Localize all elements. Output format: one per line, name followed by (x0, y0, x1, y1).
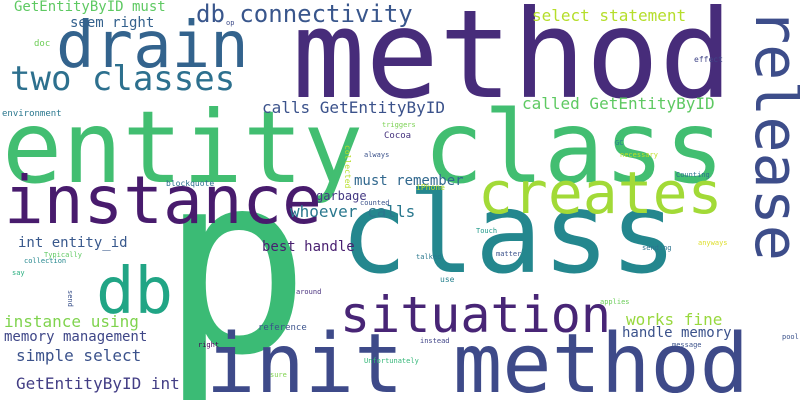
word-seem-right: seem right (70, 15, 155, 31)
word-counted: counted (360, 199, 390, 207)
word-handle-memory: handle memory (622, 325, 732, 341)
word-cocoa: Cocoa (384, 131, 412, 141)
word-whoever-calls: whoever calls (290, 202, 416, 221)
word-sending: sending (642, 244, 672, 252)
word-select-statement: select statement (532, 6, 687, 25)
word-instance-using: instance using (4, 312, 139, 331)
word-calls-getentitybyid: calls GetEntityByID (262, 98, 446, 117)
word-triggers: triggers (382, 121, 416, 129)
word-getentitybyid-must: GetEntityByID must (14, 0, 166, 15)
word-gc: GC (615, 139, 624, 147)
word-matter: matter (496, 250, 522, 258)
word-say: say (12, 269, 25, 277)
word-right: right (198, 341, 220, 349)
word-pool: pool (782, 333, 799, 341)
word-iphone: iPhone (416, 183, 445, 192)
word-simple-select: simple select (16, 346, 142, 365)
word-around: around (296, 288, 322, 296)
word-situation: situation (340, 286, 611, 344)
word-op: op (226, 19, 235, 27)
word-reference: reference (258, 323, 307, 333)
word-two-classes: two classes (10, 59, 236, 99)
word-counting: Counting (676, 171, 710, 179)
word-always: always (364, 151, 390, 159)
word-message: message (672, 341, 702, 349)
word-drain: drain (56, 9, 249, 83)
word-method: method (292, 0, 733, 126)
word-db: db (96, 255, 174, 329)
word-entity-class: entity class (2, 89, 725, 206)
word-getentitybyid-int: GetEntityByID int (16, 374, 180, 393)
word-sure: sure (270, 371, 287, 379)
word-touch: Touch (476, 227, 498, 235)
word-collected: collected (343, 145, 352, 189)
word-int-entity-id: int entity_id (18, 235, 128, 251)
word-typically: Typically (44, 251, 82, 259)
word-blockquote: blockquote (166, 179, 215, 188)
word-effect: effect (694, 55, 723, 64)
word-init-method: init method (206, 317, 750, 400)
word-doc: doc (34, 39, 51, 49)
word-collection: collection (24, 257, 67, 265)
word-called-getentitybyid: called GetEntityByID (522, 94, 715, 113)
word-use: use (440, 275, 455, 284)
word-p: p (160, 119, 311, 400)
word-works-fine: works fine (626, 310, 723, 329)
word-necessary: necessary (620, 151, 658, 159)
word-talked: talked (416, 253, 442, 261)
word-release: release (741, 8, 800, 261)
word-applies: applies (600, 298, 630, 306)
word-environment: environment (2, 109, 62, 119)
word-send: send (66, 290, 74, 307)
word-garbage: garbage (316, 189, 367, 203)
word-memory-management: memory management (4, 329, 148, 345)
word-class: class (340, 169, 678, 299)
word-instead: instead (420, 337, 450, 345)
word-db-connectivity: db connectivity (196, 0, 413, 28)
word-instance: instance (4, 162, 322, 239)
word-anyways: anyways (698, 239, 728, 247)
word-best-handle: best handle (262, 239, 355, 255)
word-must-remember: must remember (354, 173, 464, 189)
word-creates: creates (478, 159, 723, 227)
word-unfortunately: Unfortunately (364, 357, 419, 365)
